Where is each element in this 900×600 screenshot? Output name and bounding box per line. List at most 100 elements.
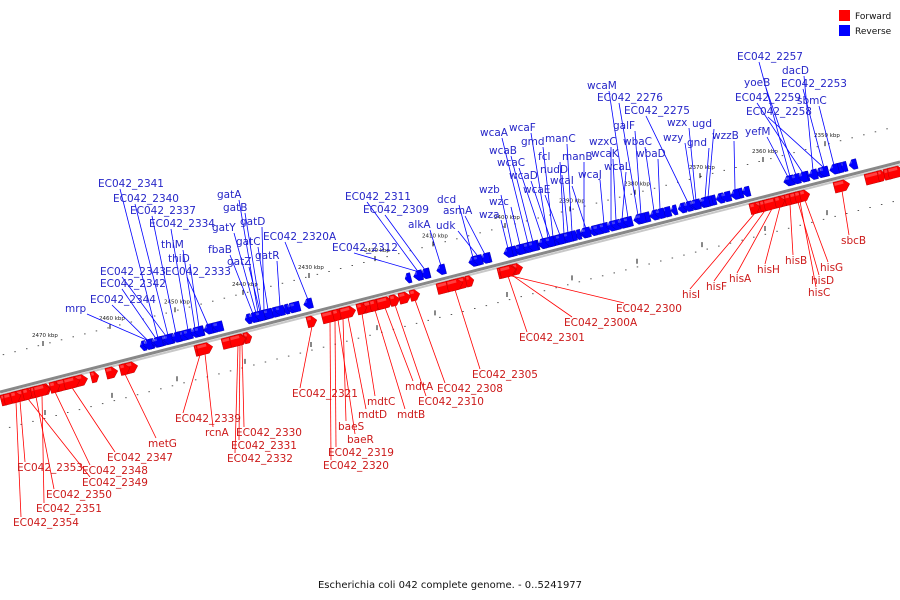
gene-label-ugd[interactable]: ugd (692, 118, 712, 130)
gene-arrow-metg[interactable] (118, 362, 131, 376)
gene-label-hish[interactable]: hisH (757, 264, 780, 276)
gene-arrow-wcam[interactable] (622, 215, 634, 228)
gene-label-ec042_2347[interactable]: EC042_2347 (107, 452, 173, 464)
gene-label-gatr[interactable]: gatR (255, 250, 280, 262)
gene-label-yoeb[interactable]: yoeB (744, 77, 770, 89)
gene-arrow-ec042_2349[interactable] (21, 387, 34, 401)
gene-arrow-fbab[interactable] (247, 311, 259, 324)
gene-label-wcal[interactable]: wcaL (604, 161, 631, 173)
gene-label-ec042_2343[interactable]: EC042_2343 (100, 266, 166, 278)
gene-label-gmd[interactable]: gmd (521, 136, 545, 148)
gene-label-metg[interactable]: metG (148, 438, 177, 450)
gene-arrow-ec042_2310[interactable] (388, 293, 401, 307)
gene-label-ec042_2350[interactable]: EC042_2350 (46, 489, 112, 501)
gene-arrow-thid[interactable] (193, 325, 205, 338)
gene-label-manb[interactable]: manB (562, 151, 593, 163)
gene-label-hisf[interactable]: hisF (706, 281, 727, 293)
forward-gene-arrow[interactable] (464, 275, 475, 288)
gene-label-hisa[interactable]: hisA (729, 273, 752, 285)
gene-label-wzc[interactable]: wzc (489, 196, 509, 208)
gene-label-gata[interactable]: gatA (217, 189, 242, 201)
gene-label-hisb[interactable]: hisB (785, 255, 807, 267)
reverse-gene-arrow[interactable] (670, 204, 679, 216)
gene-arrow-ec042_2348[interactable] (48, 380, 61, 394)
gene-label-sbcb[interactable]: sbcB (841, 235, 866, 247)
gene-label-wbad[interactable]: wbaD (636, 148, 666, 160)
gene-label-gatb[interactable]: gatB (223, 202, 247, 214)
gene-label-baes[interactable]: baeS (338, 421, 365, 433)
gene-label-ec042_2344[interactable]: EC042_2344 (90, 294, 156, 306)
gene-label-baer[interactable]: baeR (347, 434, 374, 446)
gene-label-wzx[interactable]: wzx (667, 117, 687, 129)
gene-arrow-gnd[interactable] (699, 196, 711, 208)
gene-label-wcac[interactable]: wcaC (497, 157, 525, 169)
gene-label-wcaj[interactable]: wcaJ (578, 169, 602, 181)
gene-label-ec042_2275[interactable]: EC042_2275 (624, 105, 690, 117)
gene-arrow-nudd[interactable] (562, 231, 574, 243)
forward-gene-arrow[interactable] (397, 291, 412, 305)
gene-label-ec042_2253[interactable]: EC042_2253 (781, 78, 847, 90)
gene-arrow-ec042_2354[interactable] (9, 390, 22, 404)
gene-label-gnd[interactable]: gnd (687, 137, 707, 149)
gene-label-asma[interactable]: asmA (443, 205, 473, 217)
gene-label-wcab[interactable]: wcaB (489, 145, 517, 157)
reverse-gene-arrow[interactable] (289, 300, 302, 313)
gene-label-ec042_2341[interactable]: EC042_2341 (98, 178, 164, 190)
gene-label-ec042_2301[interactable]: EC042_2301 (519, 332, 585, 344)
gene-label-mdtc[interactable]: mdtC (367, 396, 395, 408)
gene-arrow-wzc[interactable] (514, 243, 526, 256)
gene-label-nudd[interactable]: nudD (540, 164, 568, 176)
gene-label-ec042_2320a[interactable]: EC042_2320A (263, 231, 337, 243)
gene-label-gatz[interactable]: gatZ (227, 256, 251, 268)
gene-arrow-yoeb[interactable] (790, 172, 802, 185)
gene-label-wzy[interactable]: wzy (663, 132, 683, 144)
reverse-gene-arrow[interactable] (404, 272, 413, 284)
gene-label-ec042_2348[interactable]: EC042_2348 (82, 465, 148, 477)
gene-label-ec042_2309[interactable]: EC042_2309 (363, 204, 429, 216)
gene-arrow-ec042_2258[interactable] (818, 165, 830, 178)
forward-gene-arrow[interactable] (104, 366, 119, 380)
gene-label-hisg[interactable]: hisG (820, 262, 843, 274)
gene-label-ec042_2257[interactable]: EC042_2257 (737, 51, 803, 63)
gene-arrow-hisi[interactable] (748, 201, 761, 215)
gene-label-ec042_2300a[interactable]: EC042_2300A (564, 317, 638, 329)
gene-label-ec042_2351[interactable]: EC042_2351 (36, 503, 102, 515)
gene-arrow-ec042_2351[interactable] (32, 383, 51, 398)
gene-label-wzxc[interactable]: wzxC (589, 136, 617, 148)
gene-arrow-ec042_2333[interactable] (202, 323, 214, 335)
gene-arrow-hisg[interactable] (798, 189, 811, 203)
gene-label-mdtb[interactable]: mdtB (397, 409, 425, 421)
gene-label-rcna[interactable]: rcnA (205, 427, 230, 439)
gene-label-mrp[interactable]: mrp (65, 303, 87, 315)
gene-arrow-alka[interactable] (435, 263, 447, 276)
gene-arrow-ec042_2301[interactable] (498, 264, 517, 279)
gene-label-galf[interactable]: galF (613, 120, 635, 132)
gene-label-manc[interactable]: manC (545, 133, 576, 145)
gene-arrow-ec042_2308[interactable] (408, 288, 421, 302)
gene-label-ec042_2349[interactable]: EC042_2349 (82, 477, 148, 489)
gene-label-wcam[interactable]: wcaM (587, 80, 617, 92)
gene-arrow-sbmc[interactable] (828, 163, 840, 175)
gene-arrow-rcna[interactable] (195, 341, 214, 357)
gene-label-ec042_2312[interactable]: EC042_2312 (332, 242, 398, 254)
gene-label-ec042_2259[interactable]: EC042_2259 (735, 92, 801, 104)
gene-label-ec042_2354[interactable]: EC042_2354 (13, 517, 79, 529)
gene-arrow-mdtc[interactable] (355, 302, 368, 316)
reverse-gene-arrow[interactable] (720, 190, 733, 203)
gene-label-ec042_2320[interactable]: EC042_2320 (323, 460, 389, 472)
gene-label-ec042_2334[interactable]: EC042_2334 (149, 218, 215, 230)
gene-arrow-gatr[interactable] (274, 304, 286, 317)
gene-label-ec042_2276[interactable]: EC042_2276 (597, 92, 663, 104)
gene-arrow-wcab[interactable] (527, 240, 539, 252)
gene-label-ec042_2337[interactable]: EC042_2337 (130, 205, 196, 217)
reverse-gene-arrow[interactable] (212, 320, 225, 333)
gene-arrow-mdta[interactable] (375, 295, 394, 311)
gene-label-wzzb[interactable]: wzzB (712, 130, 739, 142)
reverse-gene-arrow[interactable] (848, 158, 859, 171)
gene-label-ec042_2308[interactable]: EC042_2308 (437, 383, 503, 395)
gene-label-ec042_2339[interactable]: EC042_2339 (175, 413, 241, 425)
gene-label-wcae[interactable]: wcaE (523, 184, 550, 196)
gene-label-wza[interactable]: wza (479, 209, 500, 221)
gene-label-thid[interactable]: thiD (168, 253, 190, 265)
gene-arrow-ec042_2341[interactable] (152, 335, 164, 348)
